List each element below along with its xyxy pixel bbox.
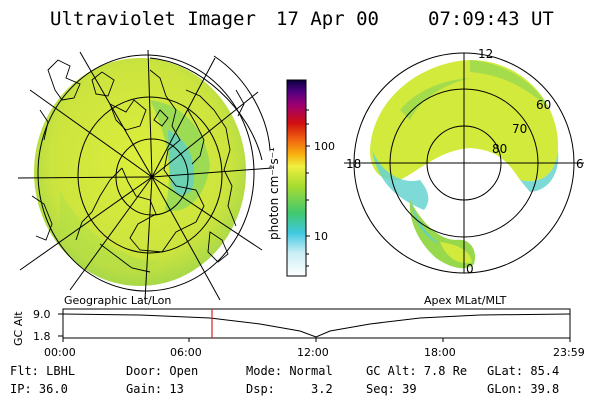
info-dsp: Dsp: 3.2 <box>246 382 333 396</box>
color-bar: 100 10 photon cm⁻²s⁻¹ <box>267 79 335 277</box>
apex-panel-label: Apex MLat/MLT <box>424 294 507 307</box>
info-gain: Gain: 13 <box>126 382 184 396</box>
mlt-label-18: 18 <box>346 157 361 171</box>
instrument-title: Ultraviolet Imager <box>50 8 256 30</box>
mlt-label-0: 0 <box>466 262 474 276</box>
time-tick-2359: 23:59 <box>553 346 585 359</box>
altitude-plot: GC Alt <box>12 308 571 346</box>
time-tick-0000: 00:00 <box>44 346 76 359</box>
colorbar-unit-label: photon cm⁻²s⁻¹ <box>267 147 281 240</box>
geographic-map <box>17 49 273 301</box>
polar-mlt-plot: 12 18 6 0 60 70 80 <box>344 47 584 276</box>
info-filter: Flt: LBHL <box>10 364 76 378</box>
latlon-grid <box>17 49 273 301</box>
coastlines <box>31 59 245 273</box>
mlt-label-6: 6 <box>576 157 584 171</box>
polar-grid <box>344 52 584 274</box>
mlat-label-60: 60 <box>536 98 551 112</box>
info-mode: Mode: Normal <box>246 364 333 378</box>
info-door: Door: Open <box>126 364 199 378</box>
colorbar-tick-high: 100 <box>314 140 335 153</box>
alt-tick-low: 1.8 <box>33 330 51 343</box>
info-glon: GLon: 39.8 <box>487 382 560 396</box>
time-tick-1800: 18:00 <box>424 346 456 359</box>
mlat-label-70: 70 <box>512 122 527 136</box>
info-ip: IP: 36.0 <box>10 382 68 396</box>
info-seq: Seq: 39 <box>366 382 417 396</box>
alt-tick-high: 9.0 <box>33 308 51 321</box>
mlat-label-80: 80 <box>492 142 507 156</box>
colorbar-tick-low: 10 <box>314 230 328 243</box>
altitude-axis-label: GC Alt <box>12 311 25 346</box>
altitude-curve <box>62 313 571 338</box>
date-label: 17 Apr 00 <box>276 8 379 30</box>
mlt-label-12: 12 <box>478 47 493 61</box>
geographic-panel-label: Geographic Lat/Lon <box>64 294 172 307</box>
info-glat: GLat: 85.4 <box>487 364 560 378</box>
time-tick-1200: 12:00 <box>297 346 329 359</box>
info-gc-alt: GC Alt: 7.8 Re <box>366 364 468 378</box>
time-tick-0600: 06:00 <box>170 346 202 359</box>
time-label: 07:09:43 UT <box>428 8 554 30</box>
